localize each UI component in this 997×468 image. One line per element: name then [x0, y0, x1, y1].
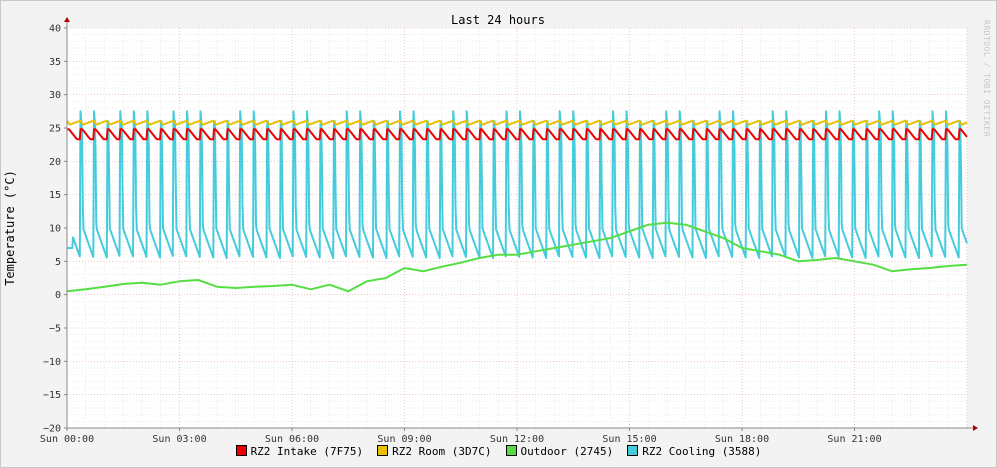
legend-swatch	[627, 445, 639, 456]
legend-item: RZ2 Intake (7F75)	[235, 445, 364, 458]
y-tick-label: 10	[49, 224, 61, 235]
y-tick-label: 0	[55, 290, 61, 301]
legend-swatch	[235, 445, 247, 456]
series-line-0	[66, 128, 968, 141]
x-tick-label: Sun 09:00	[377, 434, 431, 445]
series-line-2	[66, 221, 968, 293]
x-tick-label: Sun 18:00	[715, 434, 769, 445]
legend-item: Outdoor (2745)	[505, 445, 614, 458]
chart-title: Last 24 hours	[451, 13, 545, 27]
legend-label: RZ2 Intake (7F75)	[250, 445, 364, 458]
y-tick-label: 35	[49, 57, 61, 68]
y-axis-label: Temperature (°C)	[3, 170, 17, 286]
rrdtool-watermark: RRDTOOL / TOBI OETIKER	[982, 20, 991, 137]
y-tick-label: 30	[49, 90, 61, 101]
legend-item: RZ2 Room (3D7C)	[377, 445, 492, 458]
series-line-3	[66, 110, 968, 259]
y-tick-label: −5	[49, 324, 61, 335]
y-tick-label: −10	[43, 357, 61, 368]
x-tick-label: Sun 06:00	[265, 434, 319, 445]
y-tick-label: −20	[43, 424, 61, 435]
legend-swatch	[377, 445, 389, 456]
legend-label: RZ2 Room (3D7C)	[392, 445, 492, 458]
legend: RZ2 Intake (7F75) RZ2 Room (3D7C) Outdoor …	[0, 445, 997, 458]
x-axis-arrow	[973, 425, 978, 431]
y-tick-label: 20	[49, 157, 61, 168]
x-tick-label: Sun 12:00	[490, 434, 544, 445]
y-tick-label: 15	[49, 190, 61, 201]
y-tick-label: 5	[55, 257, 61, 268]
series-line-1	[66, 119, 968, 126]
legend-label: Outdoor (2745)	[520, 445, 614, 458]
legend-item: RZ2 Cooling (3588)	[627, 445, 761, 458]
y-tick-label: 40	[49, 24, 61, 35]
y-axis-arrow	[64, 17, 70, 22]
legend-swatch	[505, 445, 517, 456]
x-tick-label: Sun 00:00	[40, 434, 94, 445]
legend-label: RZ2 Cooling (3588)	[642, 445, 762, 458]
x-tick-label: Sun 15:00	[602, 434, 656, 445]
y-tick-label: −15	[43, 390, 61, 401]
series-layer	[66, 110, 968, 293]
grid	[66, 27, 968, 429]
x-tick-label: Sun 03:00	[152, 434, 206, 445]
x-tick-label: Sun 21:00	[827, 434, 881, 445]
y-tick-label: 25	[49, 124, 61, 135]
